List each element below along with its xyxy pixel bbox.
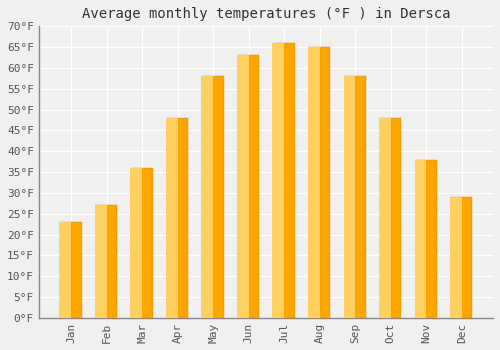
Bar — [416, 160, 437, 318]
Bar — [96, 205, 118, 318]
Bar — [167, 118, 188, 318]
Bar — [414, 160, 426, 318]
Bar — [308, 47, 320, 318]
Bar — [60, 222, 82, 318]
Bar — [272, 43, 284, 318]
Bar — [166, 118, 177, 318]
Title: Average monthly temperatures (°F ) in Dersca: Average monthly temperatures (°F ) in De… — [82, 7, 450, 21]
Bar — [274, 43, 295, 318]
Bar — [95, 205, 106, 318]
Bar — [451, 197, 472, 318]
Bar — [202, 76, 224, 318]
Bar — [132, 168, 153, 318]
Bar — [130, 168, 142, 318]
Bar — [60, 222, 71, 318]
Bar — [238, 55, 260, 318]
Bar — [237, 55, 248, 318]
Bar — [379, 118, 390, 318]
Bar — [202, 76, 213, 318]
Bar — [380, 118, 402, 318]
Bar — [450, 197, 462, 318]
Bar — [344, 76, 366, 318]
Bar — [309, 47, 330, 318]
Bar — [344, 76, 355, 318]
